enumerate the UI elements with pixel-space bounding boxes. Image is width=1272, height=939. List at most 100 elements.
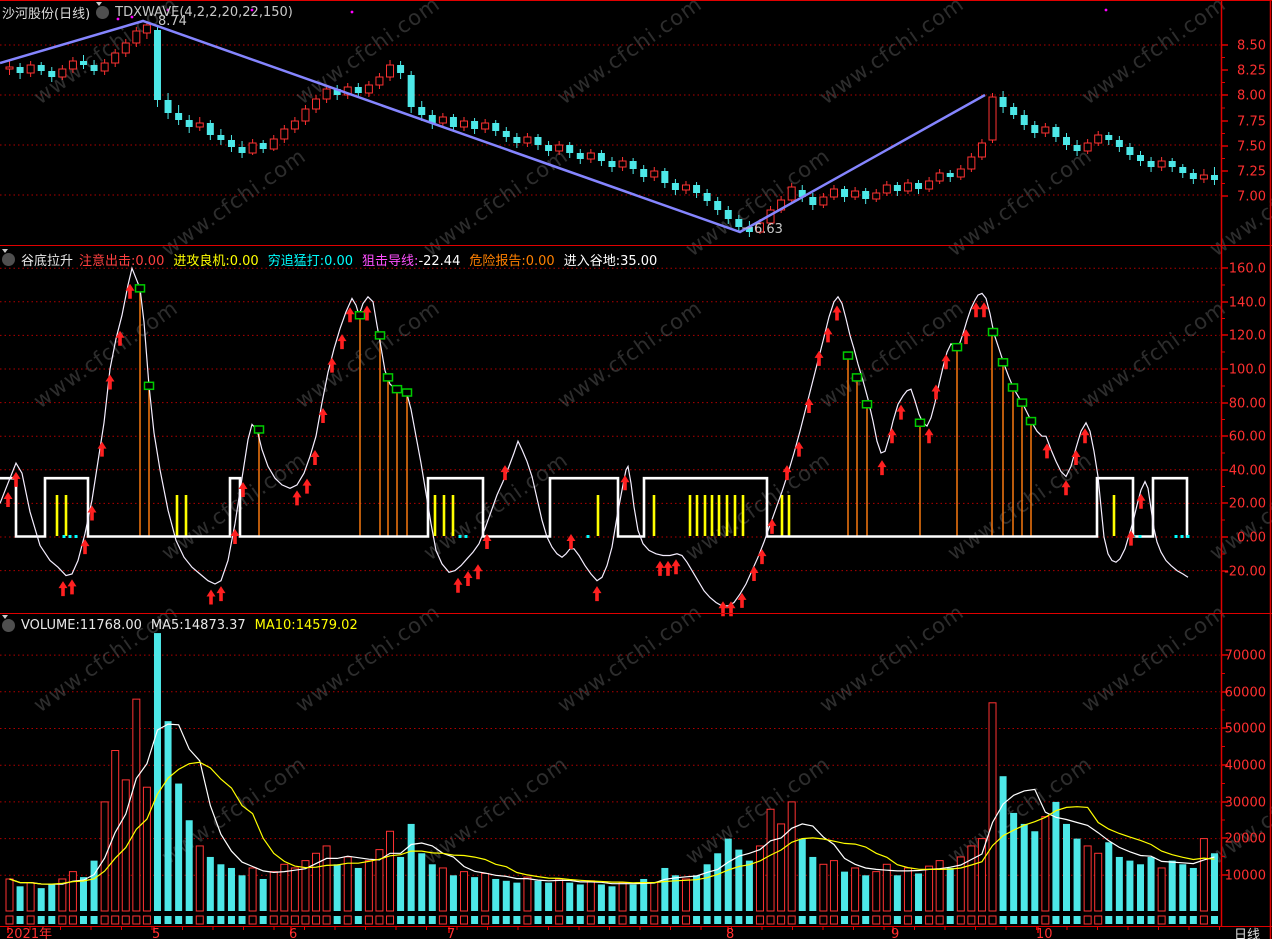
axis-tick-label: 8.00 xyxy=(1237,89,1266,104)
magenta-dot xyxy=(116,17,120,21)
buy-arrow-markers xyxy=(3,283,1146,617)
field-label-value: 进入谷地: 35.00 xyxy=(563,254,658,269)
axis-tick-label: 30000 xyxy=(1225,796,1266,811)
cyan-dot xyxy=(62,535,66,538)
indicator-fields: 注意出击: 0.00 进攻良机: 0.00 穷追猛打: 0.00 狙击导线: -22.… xyxy=(79,250,666,269)
axis-tick-label: 70000 xyxy=(1225,649,1266,664)
wave-trough-label: 6.63 xyxy=(754,222,783,237)
valley-square-wave xyxy=(0,476,1189,538)
axis-tick-label: 7.75 xyxy=(1237,115,1266,130)
volume-ma10-line xyxy=(9,761,1215,885)
indicator-formula-title: TDXWAVE(4,2,2,20,22,150) xyxy=(115,5,293,20)
daily-color-strip xyxy=(5,915,1218,925)
axis-tick-label: 60.00 xyxy=(1229,430,1266,445)
cyan-dot xyxy=(1174,535,1178,538)
field-label-value: MA5: 14873.37 xyxy=(150,618,246,633)
green-square-marker xyxy=(842,351,854,360)
green-square-marker xyxy=(1007,383,1019,392)
magenta-dot xyxy=(166,8,170,12)
time-axis[interactable]: 2021年 5 6 7 8 9 10 xyxy=(6,927,1220,939)
axis-tick-label: 7.00 xyxy=(1237,190,1266,205)
green-square-marker xyxy=(861,400,873,409)
magenta-dot xyxy=(1104,8,1108,12)
green-square-marker xyxy=(253,425,265,434)
volume-panel-header: VOLUME: 11768.00 MA5: 14873.37 MA10: 14579… xyxy=(2,618,367,633)
green-square-marker xyxy=(354,310,366,320)
field-label-value: VOLUME: 11768.00 xyxy=(21,618,142,633)
collapse-icon[interactable] xyxy=(2,619,15,632)
indicator-panel[interactable] xyxy=(0,246,1220,612)
tdxwave-zigzag-line xyxy=(0,19,986,234)
field-label-value: 狙击导线: -22.44 xyxy=(362,254,461,269)
axis-tick-label: 0.00 xyxy=(1237,531,1266,546)
time-axis-label: 5 xyxy=(152,927,160,939)
green-square-marker xyxy=(1025,416,1037,426)
field-label-value: 危险报告: 0.00 xyxy=(469,254,555,269)
axis-tick-label: -20.00 xyxy=(1224,565,1266,580)
axis-tick-label: 40.00 xyxy=(1229,464,1266,479)
axis-tick-label: 8.50 xyxy=(1237,39,1266,54)
axis-tick-label: 80.00 xyxy=(1229,397,1266,412)
axis-tick-label: 20.00 xyxy=(1229,497,1266,512)
stock-title: 沙河股份(日线) xyxy=(2,7,91,22)
price-panel-header: 沙河股份(日线) TDXWAVE(4,2,2,20,22,150) xyxy=(2,3,293,22)
magenta-dot xyxy=(350,10,354,14)
green-square-marker xyxy=(997,358,1009,367)
cyan-dot xyxy=(1180,535,1184,538)
field-label-value: MA10: 14579.02 xyxy=(254,618,358,633)
cyan-dot xyxy=(458,535,462,538)
axis-tick-label: 7.25 xyxy=(1237,165,1266,180)
cyan-dot xyxy=(74,535,78,538)
axis-tick-label: 60000 xyxy=(1225,686,1266,701)
time-axis-label: 8 xyxy=(726,927,734,939)
collapse-icon[interactable] xyxy=(2,253,15,266)
green-square-marker xyxy=(401,388,413,397)
cyan-dot xyxy=(586,535,590,538)
axis-tick-label: 100.0 xyxy=(1229,363,1266,378)
axis-tick-label: 20000 xyxy=(1225,832,1266,847)
axis-tick-label: 10000 xyxy=(1225,869,1266,884)
green-square-marker xyxy=(382,373,394,382)
cyan-dot xyxy=(1186,535,1190,538)
volume-fields: VOLUME: 11768.00 MA5: 14873.37 MA10: 14579… xyxy=(21,618,367,633)
green-square-marker xyxy=(1016,398,1028,407)
time-axis-label: 7 xyxy=(447,927,455,939)
price-panel[interactable] xyxy=(0,1,1220,245)
time-axis-label: 9 xyxy=(891,927,899,939)
candlestick-series xyxy=(5,21,1218,237)
green-square-marker xyxy=(134,284,146,293)
magenta-dot xyxy=(130,15,134,19)
axis-tick-label: 120.0 xyxy=(1229,329,1266,344)
wave-peak-label: 8.74 xyxy=(158,14,187,29)
green-square-marker xyxy=(951,342,963,352)
axis-tick-label: 160.0 xyxy=(1229,262,1266,277)
time-axis-label: 10 xyxy=(1036,927,1053,939)
indicator-name: 谷底拉升 xyxy=(21,254,74,269)
cyan-dot xyxy=(1138,535,1142,538)
axis-tick-label: 50000 xyxy=(1225,722,1266,737)
field-label-value: 穷追猛打: 0.00 xyxy=(267,254,354,269)
time-axis-label: 6 xyxy=(289,927,297,939)
indicator-panel-header: 谷底拉升 注意出击: 0.00 进攻良机: 0.00 穷追猛打: 0.00 狙击导线:… xyxy=(2,250,666,269)
field-label-value: 注意出击: 0.00 xyxy=(79,254,165,269)
period-label[interactable]: 日线 xyxy=(1234,928,1261,939)
collapse-icon[interactable] xyxy=(96,6,110,19)
green-square-marker xyxy=(391,384,403,394)
green-square-marker xyxy=(374,331,386,340)
volume-bars xyxy=(5,633,1218,912)
cyan-dot xyxy=(68,535,72,538)
right-axis-labels: 8.50 8.25 8.00 7.75 7.50 7.25 7.00 160.0 140.0 12… xyxy=(1221,39,1266,884)
axis-tick-label: 7.50 xyxy=(1237,140,1266,155)
green-square-marker xyxy=(914,418,926,428)
magenta-dot xyxy=(250,8,254,12)
cyan-dot xyxy=(464,535,468,538)
axis-tick-label: 140.0 xyxy=(1229,296,1266,311)
axis-tick-label: 40000 xyxy=(1225,759,1266,774)
time-axis-label: 2021年 xyxy=(6,927,52,939)
axis-tick-label: 8.25 xyxy=(1237,64,1266,79)
volume-ma5-line xyxy=(9,723,1215,885)
green-square-marker xyxy=(143,381,155,391)
green-square-marker xyxy=(851,373,863,382)
